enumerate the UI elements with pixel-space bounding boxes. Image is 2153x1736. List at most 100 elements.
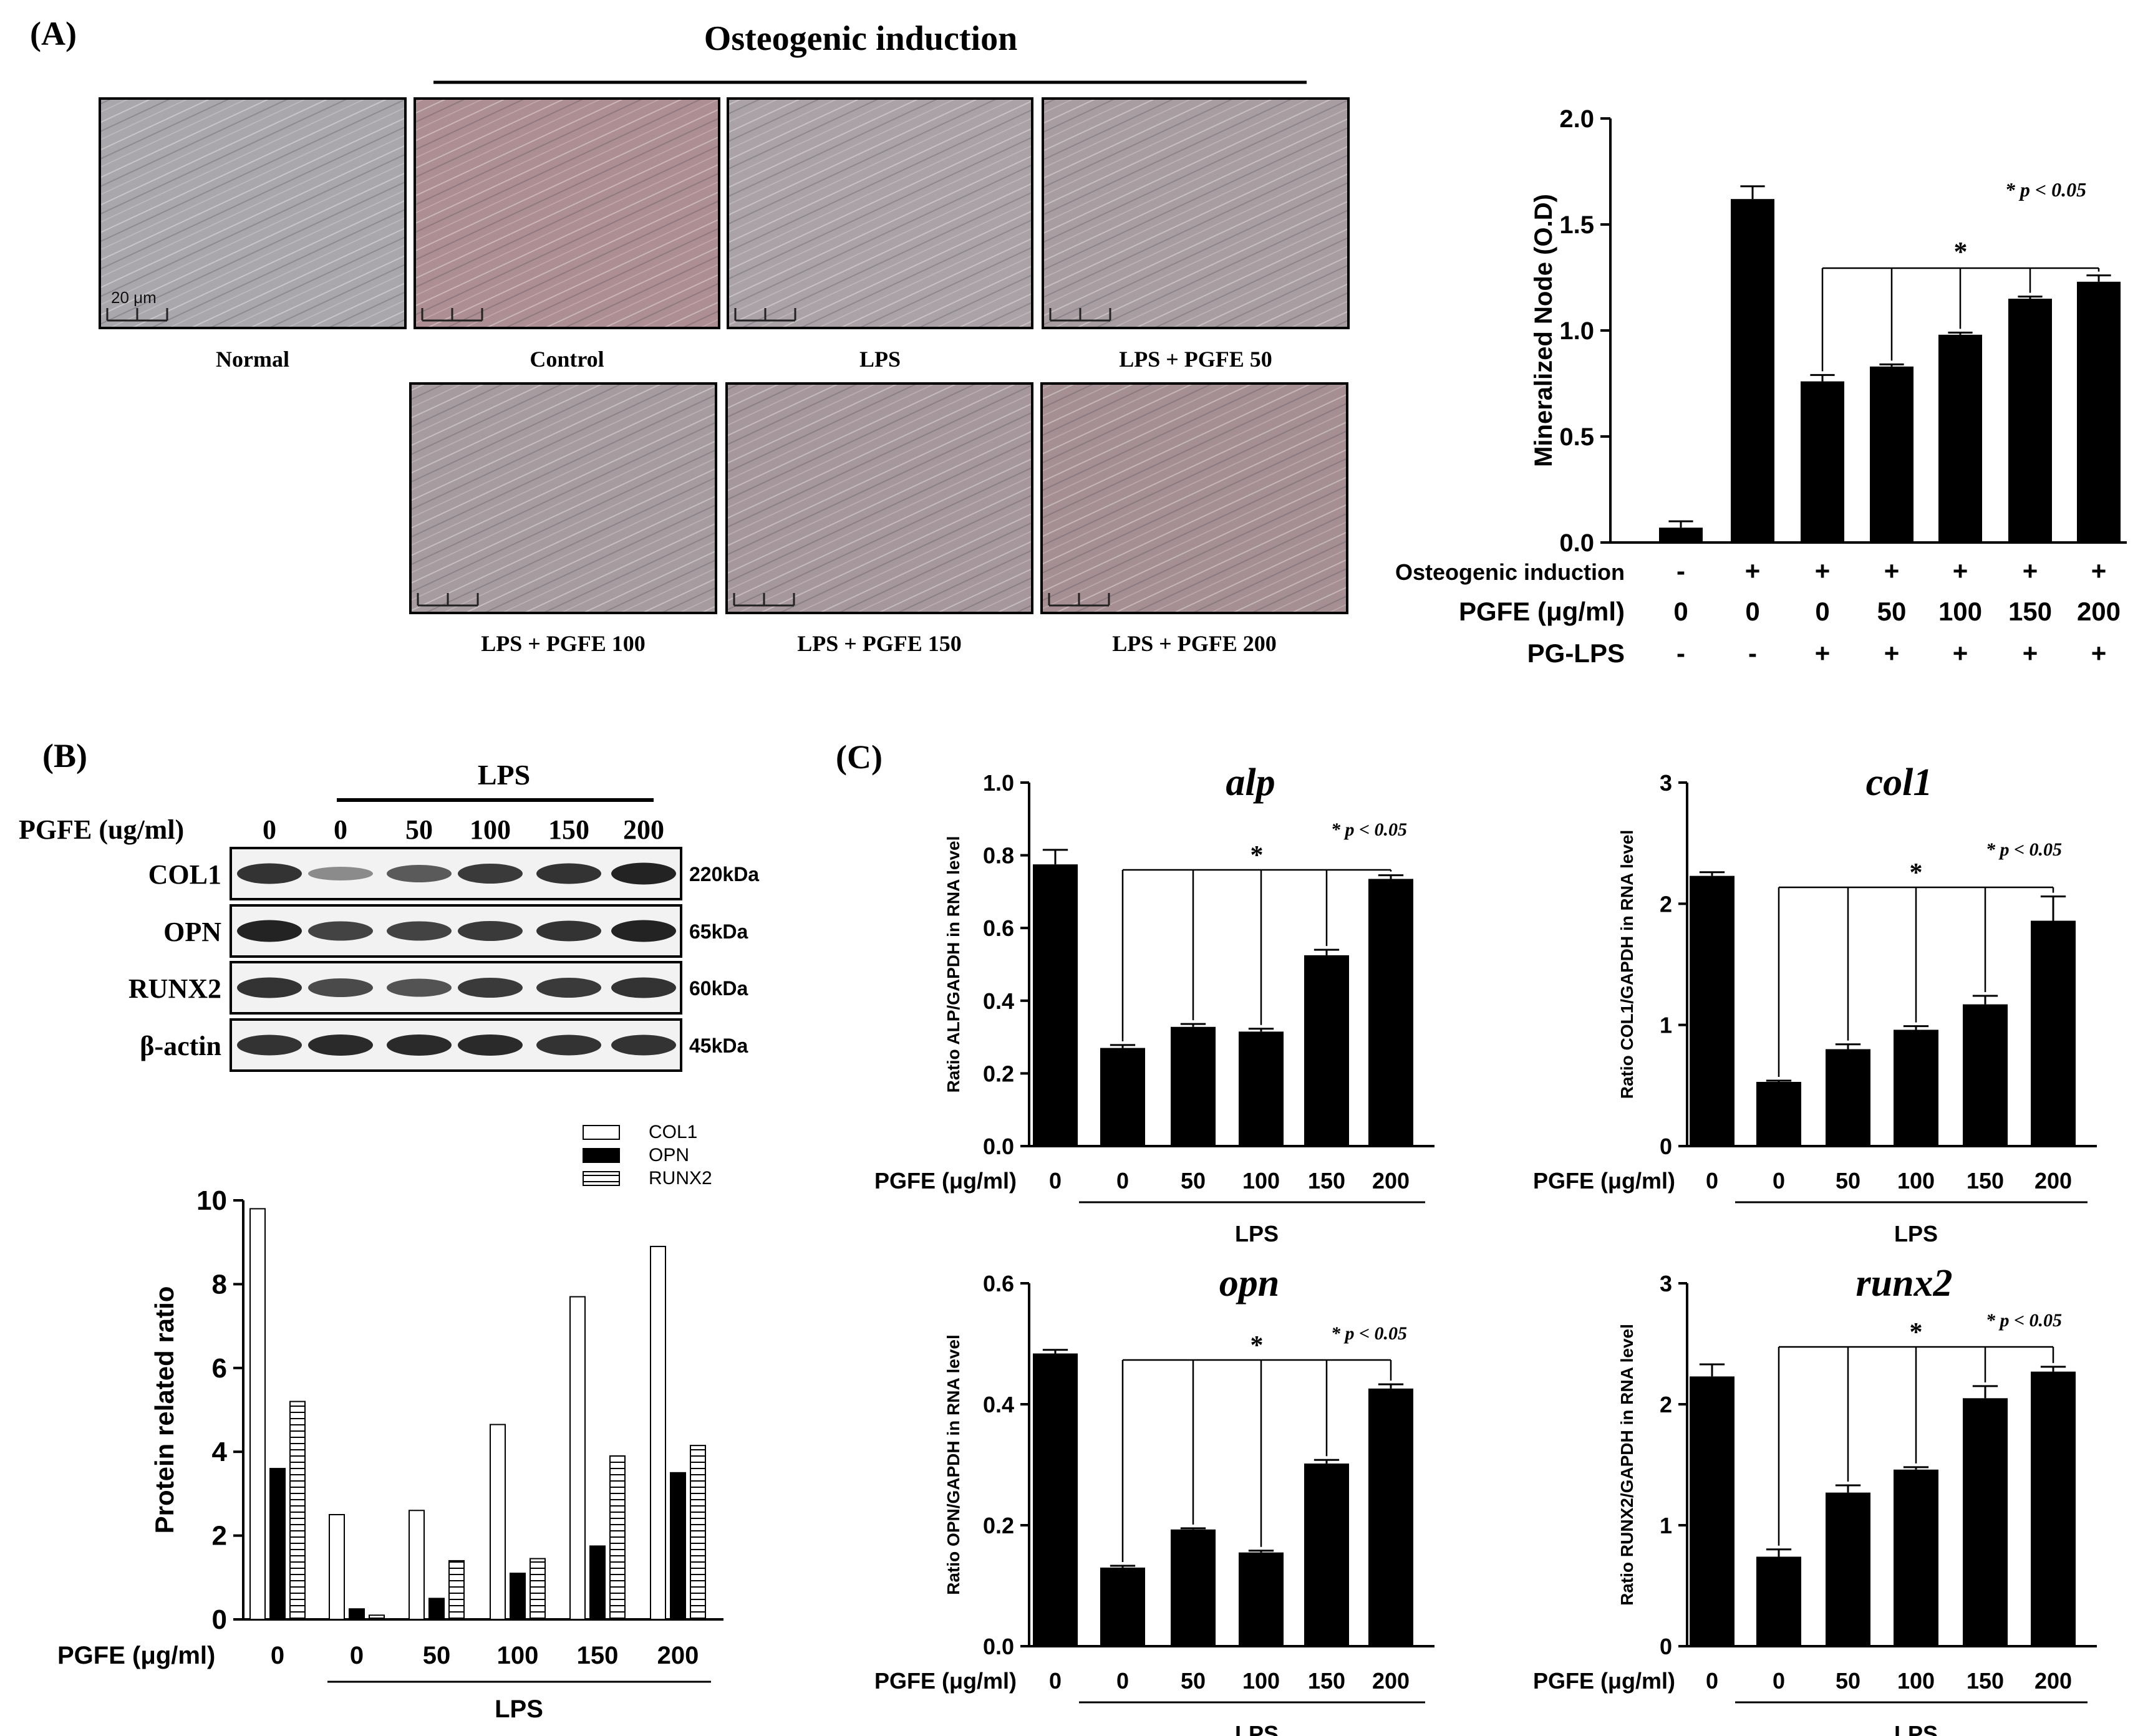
blot-band — [611, 862, 676, 885]
significance-star: * — [1251, 1331, 1264, 1360]
blot-protein-label: COL1 — [148, 859, 221, 890]
micrograph-texture — [729, 100, 1031, 327]
y-tick-label: 8 — [212, 1269, 227, 1300]
x-tick-label: 200 — [657, 1642, 699, 1669]
y-tick-label: 0.4 — [983, 1392, 1014, 1417]
y-tick-label: 0.6 — [983, 1271, 1014, 1296]
p-value-note: * p < 0.05 — [1331, 1323, 1407, 1344]
condition-value: + — [1745, 556, 1761, 586]
bar — [1304, 1464, 1349, 1646]
bar — [1100, 1048, 1145, 1146]
p-value-note: * p < 0.05 — [1331, 819, 1407, 840]
y-tick-label: 2.0 — [1559, 105, 1594, 133]
bar — [1100, 1567, 1145, 1646]
blot-strip — [230, 847, 682, 900]
x-tick-label: 0 — [1773, 1168, 1785, 1194]
x-tick-label: 0 — [1706, 1668, 1718, 1694]
condition-value: + — [2091, 556, 2107, 586]
blot-band — [308, 978, 373, 997]
x-tick-label: 100 — [497, 1642, 539, 1669]
blot-band — [308, 1034, 373, 1056]
blot-band — [536, 863, 601, 884]
bar — [609, 1455, 626, 1620]
legend-swatch — [583, 1125, 620, 1140]
condition-value: + — [1815, 556, 1831, 586]
significance-star: * — [1251, 841, 1264, 870]
bar — [650, 1245, 666, 1621]
blot-band — [611, 920, 676, 942]
bar — [349, 1608, 365, 1620]
panel-b: (B) LPS PGFE (ug/ml) 0 0 50 100 150 200 COL1 220k… — [19, 737, 759, 1072]
y-tick-label: 0.5 — [1559, 423, 1594, 451]
y-axis-label: Protein related ratio — [150, 1286, 179, 1534]
lane-label: 50 — [405, 814, 433, 845]
y-tick-label: 1.0 — [983, 770, 1014, 796]
x-tick-label: 0 — [271, 1642, 284, 1669]
western-blot: LPS PGFE (ug/ml) 0 0 50 100 150 200 COL1 220kDa OP… — [19, 759, 759, 1072]
significance-star: * — [1954, 236, 1968, 267]
blot-band — [237, 1034, 302, 1056]
lane-label: 200 — [623, 814, 664, 845]
blot-band — [536, 920, 601, 942]
y-axis-label: Ratio RUNX2/GAPDH in RNA level — [1617, 1324, 1637, 1606]
y-tick-label: 0 — [1660, 1134, 1672, 1159]
y-axis-label: Ratio ALP/GAPDH in RNA level — [944, 836, 963, 1093]
bar — [1239, 1552, 1284, 1646]
condition-value: 150 — [2008, 597, 2052, 626]
chart-title: col1 — [1866, 761, 1933, 804]
lps-label: LPS — [1894, 1721, 1938, 1736]
blot-size-label: 65kDa — [689, 920, 748, 943]
micrograph-texture — [416, 100, 718, 327]
condition-value: 0 — [1745, 597, 1759, 626]
blot-band — [536, 978, 601, 998]
blot-band — [458, 921, 523, 941]
blot-band — [387, 921, 452, 941]
x-tick-label: 0 — [350, 1642, 364, 1669]
blot-strip — [230, 961, 682, 1015]
blot-band — [458, 978, 523, 998]
x-tick-label: 100 — [1242, 1168, 1280, 1194]
y-tick-label: 2 — [212, 1521, 227, 1551]
pgfe-label: PGFE (ug/ml) — [19, 814, 184, 845]
micrograph-texture — [728, 385, 1031, 612]
p-value-note: * p < 0.05 — [1986, 839, 2062, 860]
bar — [1368, 1388, 1413, 1646]
bar — [1756, 1556, 1801, 1646]
blot-band — [308, 921, 373, 941]
bar — [1894, 1469, 1938, 1646]
legend-swatch — [583, 1148, 620, 1163]
opn-chart: 0.0 0.2 0.4 0.6 Ratio OPN/GAPDH in RNA level… — [874, 1262, 1435, 1736]
panel-c-label: (C) — [836, 738, 883, 776]
blot-band — [237, 920, 302, 942]
y-tick-label: 0.2 — [983, 1513, 1014, 1538]
micrograph-caption: LPS + PGFE 200 — [1112, 631, 1277, 656]
blot-strip — [230, 904, 682, 958]
condition-value: - — [1676, 556, 1685, 586]
condition-value: + — [1953, 639, 1968, 668]
x-tick-label: 0 — [1049, 1668, 1062, 1694]
chart-title: opn — [1219, 1262, 1279, 1304]
blot-strip — [230, 1018, 682, 1072]
x-tick-label: 0 — [1116, 1668, 1129, 1694]
x-tick-label: 200 — [2034, 1668, 2072, 1694]
blot-size-label: 220kDa — [689, 863, 759, 885]
micrograph-texture — [101, 100, 404, 327]
condition-value: + — [1815, 639, 1831, 668]
y-tick-label: 0.6 — [983, 915, 1014, 941]
bar — [1690, 875, 1734, 1146]
y-tick-label: 1.0 — [1559, 317, 1594, 345]
bar — [1033, 1353, 1078, 1646]
blot-band — [387, 865, 452, 882]
blot-band — [237, 977, 302, 998]
micrograph-caption: LPS — [859, 347, 901, 372]
bar — [2031, 920, 2076, 1146]
significance-star: * — [1910, 1318, 1923, 1347]
y-tick-label: 2 — [1660, 1392, 1672, 1417]
legend-swatch — [583, 1171, 620, 1186]
p-value-note: * p < 0.05 — [2005, 178, 2086, 201]
bar — [1171, 1529, 1216, 1646]
x-tick-label: 150 — [1967, 1168, 2004, 1194]
x-tick-label: 100 — [1897, 1168, 1935, 1194]
condition-value: 50 — [1877, 597, 1907, 626]
